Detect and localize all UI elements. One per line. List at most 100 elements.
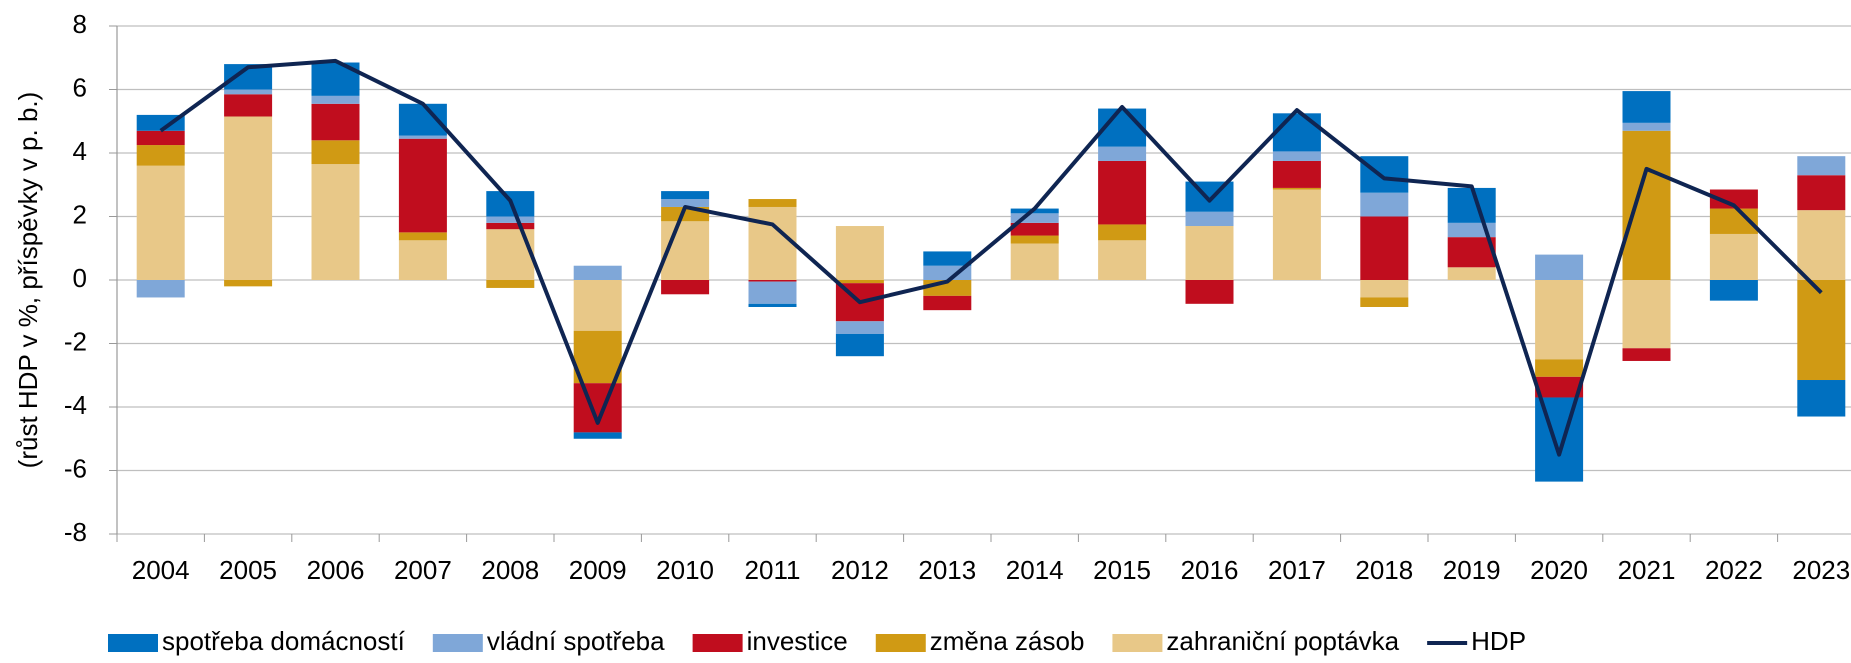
bar-segment — [1360, 216, 1409, 280]
y-tick-label: -8 — [64, 517, 87, 547]
bar-segment — [661, 199, 710, 207]
bar-segment — [311, 95, 360, 104]
bar-segment — [1360, 280, 1409, 298]
y-tick-label: -4 — [64, 390, 87, 420]
bar-segment — [1535, 359, 1584, 377]
x-tick-label: 2004 — [132, 555, 190, 585]
bar-segment — [1447, 187, 1496, 223]
bar-segment — [1797, 210, 1846, 280]
bar-segment — [1098, 160, 1147, 225]
bar-segment — [923, 251, 972, 266]
bar-segment — [1622, 348, 1671, 361]
bar-segment — [136, 165, 185, 280]
bar-segment — [748, 303, 797, 307]
x-tick-label: 2014 — [1006, 555, 1064, 585]
bar-segment — [1010, 222, 1059, 236]
y-axis-label: (růst HDP v %, příspěvky v p. b.) — [13, 92, 43, 469]
x-tick-label: 2012 — [831, 555, 889, 585]
bar-segment — [1010, 235, 1059, 244]
legend-label: vládní spotřeba — [487, 626, 665, 656]
bar-segment — [1622, 280, 1671, 349]
bar-segment — [573, 432, 622, 439]
x-tick-label: 2009 — [569, 555, 627, 585]
bar-segment — [398, 138, 447, 233]
bar-segment — [136, 130, 185, 146]
bar-segment — [1360, 192, 1409, 217]
bar-segment — [1010, 243, 1059, 280]
bar-segment — [1709, 280, 1758, 301]
bar-segment — [573, 330, 622, 384]
bar-segment — [1535, 254, 1584, 280]
x-tick-label: 2005 — [219, 555, 277, 585]
bar-segment — [398, 135, 447, 139]
bar-segment — [1098, 240, 1147, 280]
legend-swatch — [432, 634, 483, 652]
bar-segment — [1098, 146, 1147, 161]
bar-segment — [748, 199, 797, 207]
bar-segment — [1447, 237, 1496, 268]
legend-swatch — [1112, 634, 1163, 652]
y-tick-label: 6 — [73, 72, 87, 102]
bar-segment — [1797, 156, 1846, 176]
x-tick-label: 2023 — [1792, 555, 1850, 585]
bar-segment — [835, 226, 884, 280]
bar-segment — [923, 295, 972, 311]
bar-segment — [224, 89, 273, 95]
bar-segment — [1535, 397, 1584, 482]
bar-segment — [486, 229, 535, 280]
x-tick-label: 2022 — [1705, 555, 1763, 585]
bar-segment — [661, 191, 710, 200]
bar-segment — [1185, 211, 1234, 227]
bar-segment — [573, 280, 622, 331]
bar-segment — [1622, 130, 1671, 280]
x-tick-label: 2013 — [918, 555, 976, 585]
y-tick-label: 8 — [73, 9, 87, 39]
bar-segment — [398, 232, 447, 241]
bar-segment — [311, 140, 360, 165]
x-tick-label: 2015 — [1093, 555, 1151, 585]
x-tick-label: 2019 — [1443, 555, 1501, 585]
bar-segment — [835, 321, 884, 334]
bar-segment — [136, 145, 185, 166]
legend-swatch — [108, 634, 158, 652]
bar-segment — [573, 383, 622, 433]
bar-segment — [1272, 160, 1321, 188]
bar-segment — [1447, 267, 1496, 280]
y-tick-label: -2 — [64, 326, 87, 356]
x-tick-label: 2017 — [1268, 555, 1326, 585]
bar-segment — [1622, 122, 1671, 131]
bar-segment — [748, 280, 797, 282]
bar-segment — [1535, 376, 1584, 398]
bar-segment — [1797, 380, 1846, 417]
bar-segment — [1272, 151, 1321, 161]
legend-label: spotřeba domácností — [162, 626, 406, 656]
bar-segment — [1535, 280, 1584, 360]
x-tick-label: 2010 — [656, 555, 714, 585]
bar-segment — [835, 333, 884, 357]
bar-segment — [311, 103, 360, 141]
x-tick-label: 2007 — [394, 555, 452, 585]
legend-label: investice — [747, 626, 848, 656]
bar-segment — [1709, 189, 1758, 209]
legend-swatch — [875, 634, 926, 652]
bar-segment — [1098, 224, 1147, 241]
bar-segment — [136, 114, 185, 131]
bar-segment — [224, 116, 273, 280]
bar-segment — [1622, 91, 1671, 123]
x-tick-label: 2008 — [481, 555, 539, 585]
bar-segment — [398, 240, 447, 280]
bar-segment — [486, 280, 535, 288]
bar-segment — [486, 222, 535, 230]
x-tick-label: 2018 — [1355, 555, 1413, 585]
x-tick-label: 2020 — [1530, 555, 1588, 585]
bar-segment — [224, 280, 273, 287]
y-tick-label: 4 — [73, 136, 87, 166]
bar-segment — [1185, 226, 1234, 280]
legend-label: změna zásob — [930, 626, 1085, 656]
x-tick-label: 2016 — [1181, 555, 1239, 585]
bar-segment — [661, 280, 710, 295]
x-tick-label: 2021 — [1618, 555, 1676, 585]
x-tick-label: 2006 — [307, 555, 365, 585]
y-tick-label: -6 — [64, 453, 87, 483]
